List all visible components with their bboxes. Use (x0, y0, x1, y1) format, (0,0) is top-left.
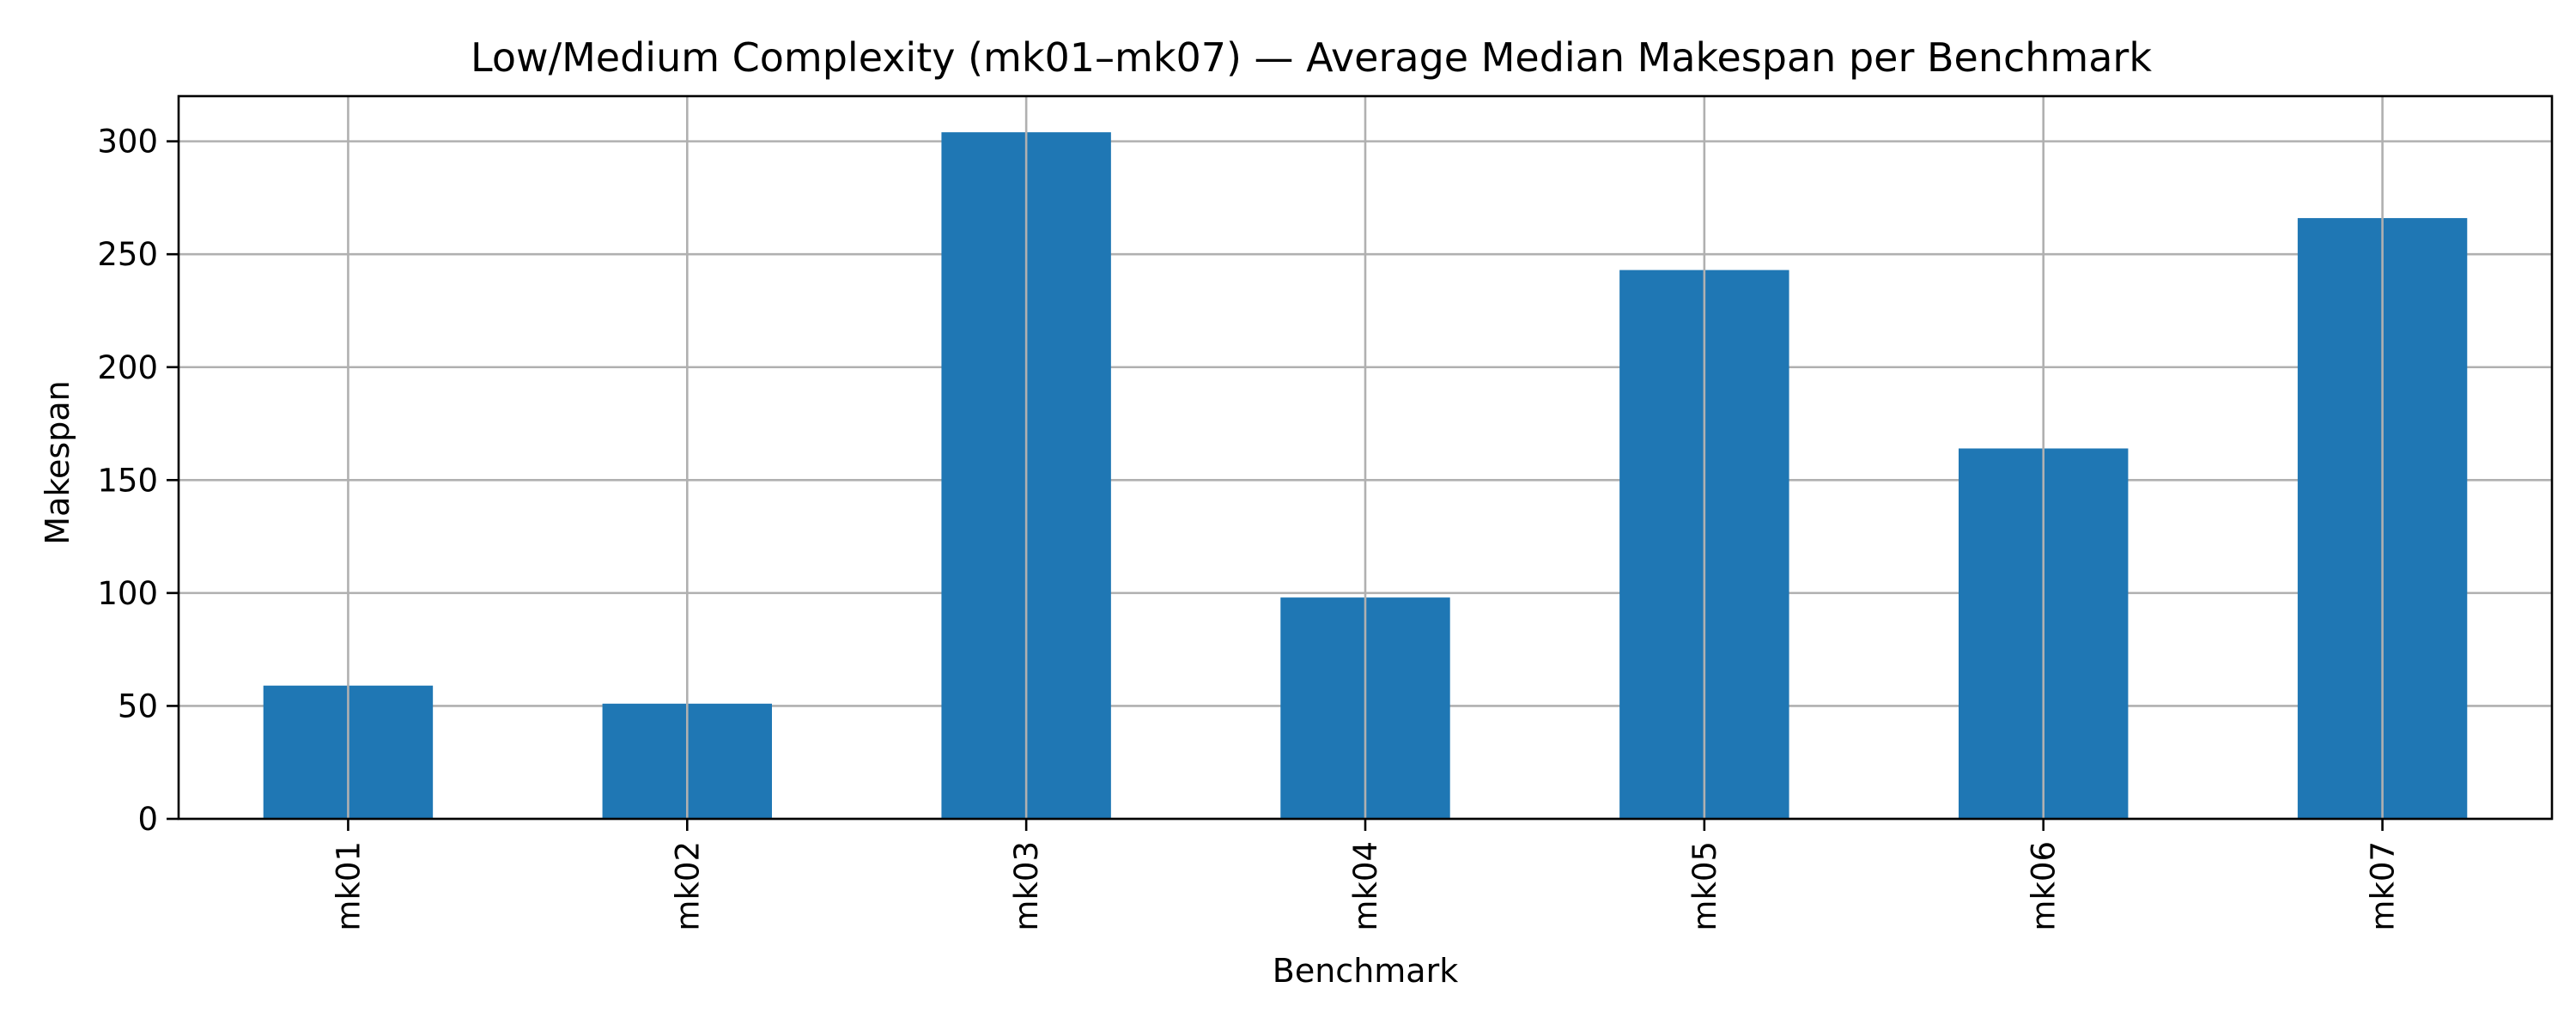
grid-over-layer (347, 96, 2384, 819)
y-axis: 0 50 100 150 200 250 300 (97, 124, 179, 838)
x-tick-label: mk06 (2026, 841, 2063, 931)
x-tick-label: mk03 (1008, 841, 1045, 931)
y-tick-label: 250 (97, 236, 158, 273)
chart-title: Low/Medium Complexity (mk01–mk07) — Aver… (471, 34, 2152, 81)
x-tick-label: mk05 (1686, 841, 1723, 931)
y-tick-label: 100 (97, 575, 158, 612)
x-tick-label: mk07 (2365, 841, 2402, 931)
y-tick-label: 150 (97, 462, 158, 499)
y-tick-label: 50 (118, 688, 158, 724)
y-tick-label: 200 (97, 349, 158, 386)
y-tick-label: 300 (97, 124, 158, 161)
y-axis-label: Makespan (39, 380, 76, 544)
x-tick-label: mk01 (330, 841, 367, 931)
x-axis-label: Benchmark (1273, 952, 1458, 990)
x-tick-label: mk02 (669, 841, 706, 931)
y-tick-label: 0 (137, 801, 158, 838)
x-tick-label: mk04 (1347, 841, 1384, 931)
x-axis: mk01 mk02 mk03 mk04 mk05 mk06 mk07 (330, 819, 2402, 931)
